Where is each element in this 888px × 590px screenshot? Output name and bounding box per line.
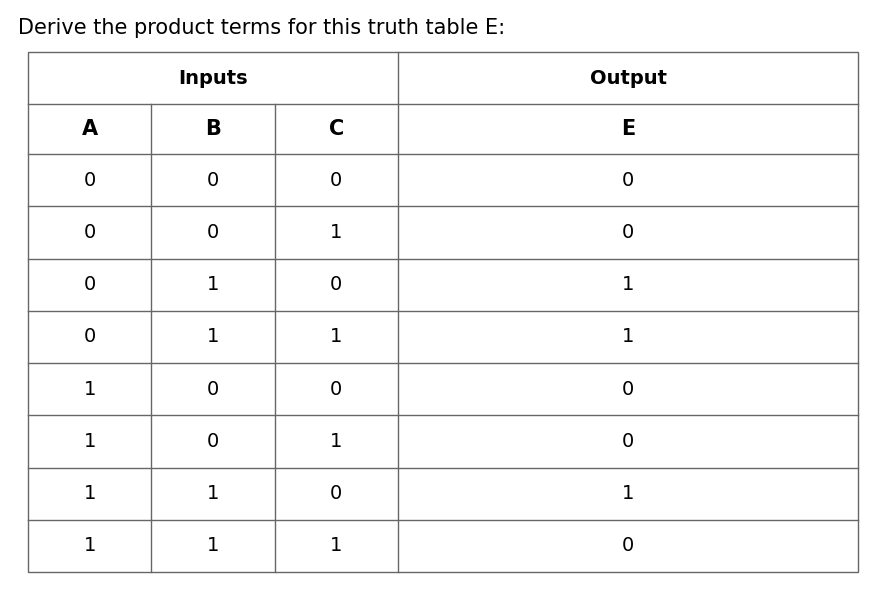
Text: 1: 1 xyxy=(330,432,343,451)
Text: 1: 1 xyxy=(622,275,634,294)
Text: Inputs: Inputs xyxy=(178,68,248,87)
Text: 0: 0 xyxy=(330,275,343,294)
Text: Derive the product terms for this truth table E:: Derive the product terms for this truth … xyxy=(18,18,505,38)
Text: 1: 1 xyxy=(83,536,96,555)
Text: 1: 1 xyxy=(622,327,634,346)
Text: 0: 0 xyxy=(330,171,343,189)
Text: 0: 0 xyxy=(330,379,343,399)
Text: 1: 1 xyxy=(207,484,219,503)
Text: 1: 1 xyxy=(330,327,343,346)
Text: E: E xyxy=(621,119,635,139)
Text: 0: 0 xyxy=(207,379,219,399)
Text: 0: 0 xyxy=(83,223,96,242)
Text: B: B xyxy=(205,119,221,139)
Text: 0: 0 xyxy=(207,171,219,189)
Bar xyxy=(28,52,858,572)
Text: 0: 0 xyxy=(83,275,96,294)
Text: C: C xyxy=(329,119,344,139)
Text: 0: 0 xyxy=(622,432,634,451)
Text: 0: 0 xyxy=(622,223,634,242)
Text: 1: 1 xyxy=(330,223,343,242)
Text: 1: 1 xyxy=(83,432,96,451)
Text: 0: 0 xyxy=(83,171,96,189)
Text: 1: 1 xyxy=(83,484,96,503)
Text: 0: 0 xyxy=(622,536,634,555)
Text: Output: Output xyxy=(590,68,667,87)
Text: 1: 1 xyxy=(207,536,219,555)
Text: 0: 0 xyxy=(622,379,634,399)
Text: 1: 1 xyxy=(83,379,96,399)
Text: 1: 1 xyxy=(207,275,219,294)
Text: A: A xyxy=(82,119,98,139)
Text: 1: 1 xyxy=(622,484,634,503)
Text: 0: 0 xyxy=(330,484,343,503)
Text: 0: 0 xyxy=(207,223,219,242)
Text: 0: 0 xyxy=(622,171,634,189)
Text: 0: 0 xyxy=(83,327,96,346)
Text: 1: 1 xyxy=(207,327,219,346)
Text: 0: 0 xyxy=(207,432,219,451)
Text: 1: 1 xyxy=(330,536,343,555)
